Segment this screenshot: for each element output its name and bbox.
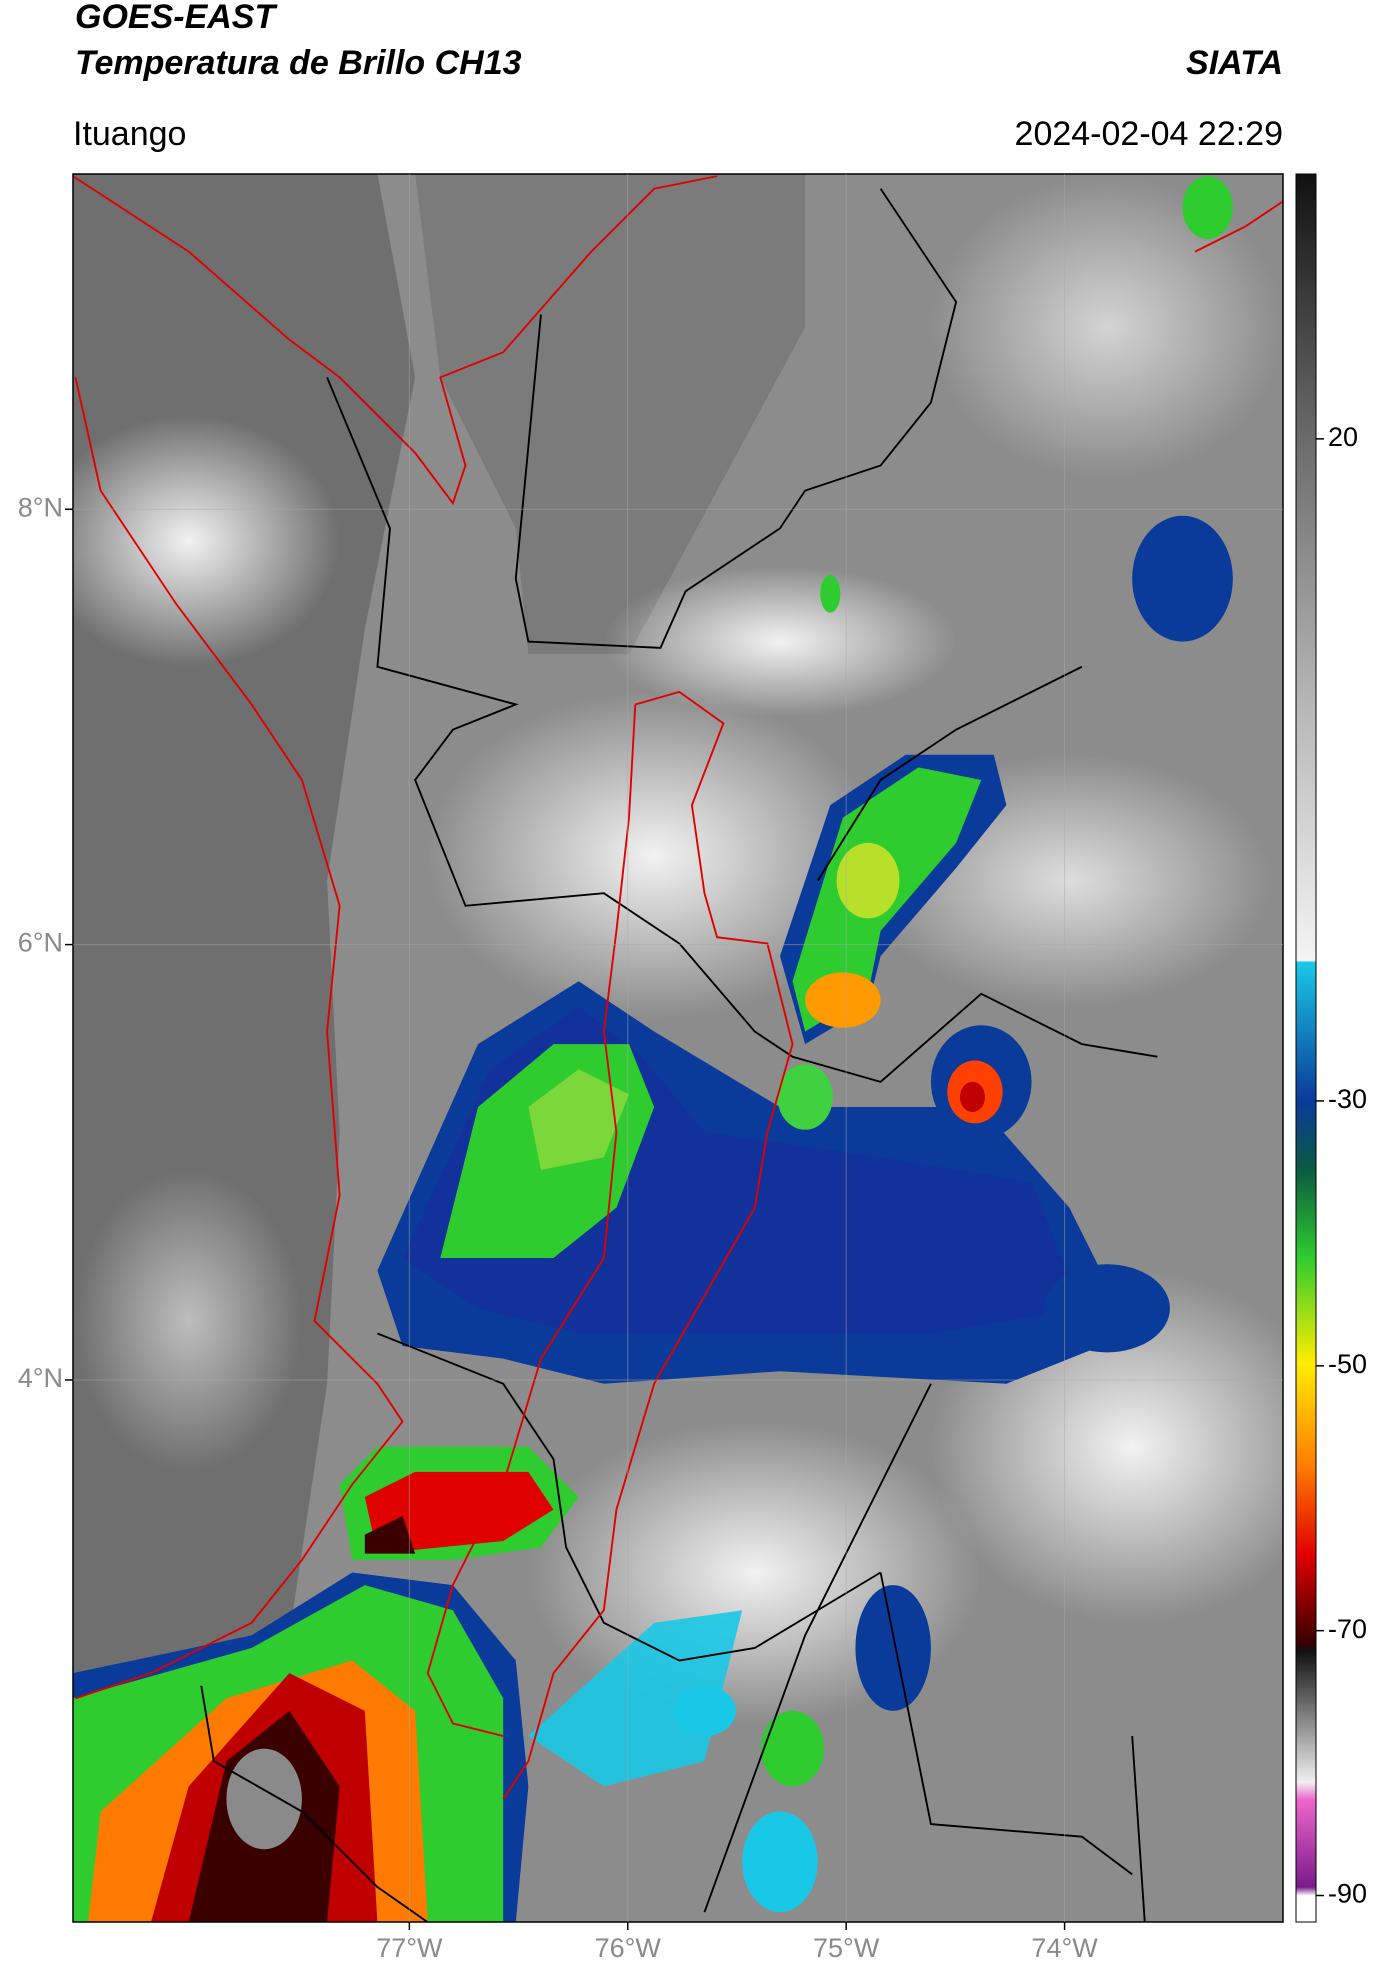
lon-tick-label: 75°W <box>813 1933 880 1963</box>
colorbar-ticks: 20 -30 -50 -70 -90 <box>1316 422 1367 1909</box>
lat-tick-label: 8°N <box>18 492 63 522</box>
graticule: 8°N 6°N 4°N 77°W 76°W 75°W 74°W <box>18 174 1283 1963</box>
lon-tick-label: 76°W <box>595 1933 662 1963</box>
colorbar-tick-label: -90 <box>1328 1879 1367 1909</box>
timestamp: 2024-02-04 22:29 <box>1015 115 1283 153</box>
colorbar-tick-label: -70 <box>1328 1614 1367 1644</box>
lon-tick-label: 74°W <box>1031 1933 1098 1963</box>
title: Temperatura de Brillo CH13 <box>75 44 522 82</box>
lat-tick-label: 6°N <box>18 928 63 958</box>
colorbar <box>1295 173 1317 1923</box>
title: GOES-EAST <box>75 0 278 36</box>
satellite-image <box>73 174 1283 1922</box>
colorbar-tick-label: -50 <box>1328 1349 1367 1379</box>
colorbar-tick-label: 20 <box>1328 422 1358 452</box>
region: Ituango <box>73 115 186 153</box>
colorbar-tick-label: -30 <box>1328 1084 1367 1114</box>
lat-tick-label: 4°N <box>18 1363 63 1393</box>
lon-tick-label: 77°W <box>376 1933 443 1963</box>
map-frame <box>72 173 1284 1923</box>
source: SIATA <box>1186 44 1283 82</box>
